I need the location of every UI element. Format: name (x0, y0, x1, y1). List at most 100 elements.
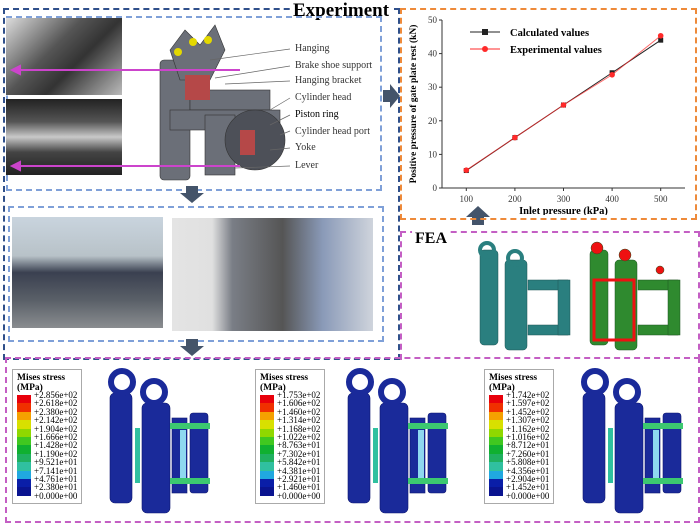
data-point-circle (657, 32, 664, 39)
fea-models (478, 241, 681, 351)
color-scale-band (260, 445, 274, 454)
y-tick-label: 40 (428, 49, 438, 59)
stress-legend: Mises stress (MPa) +1.753e+02 +1.606e+02 +… (255, 369, 326, 505)
legend-value: +1.452e+01 (506, 482, 550, 493)
legend-label: Experimental values (510, 45, 602, 56)
data-point-circle (560, 102, 567, 108)
y-tick-label: 30 (428, 82, 438, 92)
data-point-square (658, 37, 664, 43)
legend-value: +2.921e+01 (277, 474, 321, 485)
color-scale-band (489, 428, 503, 437)
color-scale-band (489, 395, 503, 404)
legend-value: +7.141e+01 (34, 465, 78, 476)
legend-value: +2.380e+02 (34, 406, 78, 417)
legend-label: Calculated values (510, 28, 589, 39)
color-scale-band (260, 470, 274, 479)
legend-unit: (MPa) (260, 383, 286, 393)
legend-value: +1.314e+02 (277, 415, 321, 426)
color-scale-band (17, 436, 31, 446)
legend-value: +4.381e+01 (277, 465, 321, 476)
brake-test-rig-photo (172, 218, 373, 331)
fea-title: FEA (412, 230, 450, 248)
x-axis-label: Inlet pressure (kPa) (519, 206, 608, 215)
stress-contour-model (346, 368, 448, 514)
label-lever: Lever (295, 160, 319, 171)
legend-value: +1.666e+02 (34, 432, 78, 443)
legend-value: +2.904e+01 (506, 474, 550, 485)
color-scale-band (489, 478, 503, 488)
color-scale-band (260, 478, 274, 488)
constraint-model (589, 241, 681, 351)
experiment-panel (3, 8, 400, 360)
label-hanging: Hanging (295, 43, 330, 54)
color-scale-band (489, 411, 503, 421)
legend-title: Mises stress (489, 373, 538, 383)
legend-value: +4.356e+01 (506, 465, 550, 476)
color-scale-band (260, 428, 274, 437)
color-scale-band (489, 453, 503, 463)
legend-value: +2.618e+02 (34, 398, 78, 409)
mesh-model (478, 241, 571, 351)
legend-value: +2.856e+02 (34, 390, 78, 400)
test-bench-photo (12, 217, 163, 328)
legend-value: +2.380e+01 (34, 482, 78, 493)
legend-value: +1.190e+02 (34, 448, 78, 459)
legend-marker (482, 46, 488, 52)
data-point-circle (609, 71, 615, 78)
chart-panel (400, 8, 697, 220)
y-tick-label: 10 (428, 149, 438, 159)
color-scale-band (260, 462, 274, 471)
color-scale-band (260, 453, 274, 463)
legend-value: +1.606e+02 (277, 398, 321, 409)
x-tick-label: 500 (654, 194, 668, 204)
legend-value: +1.307e+02 (506, 415, 550, 426)
arrow-up-icon (466, 206, 490, 225)
stress-legend: Mises stress (MPa) +2.856e+02 +2.618e+02 +… (12, 369, 83, 505)
color-scale-band (17, 453, 31, 463)
label-piston-ring: Piston ring (295, 109, 339, 120)
bracket-photo-2 (6, 99, 122, 175)
bracket-photo-1 (6, 18, 122, 95)
label-cylinder-head: Cylinder head (295, 92, 352, 103)
color-scale (17, 395, 31, 500)
brake-unit-cad-diagram (9, 24, 291, 181)
color-scale-band (489, 436, 503, 446)
legend-title: Mises stress (17, 373, 66, 383)
stress-contour-model (581, 368, 683, 514)
legend-value: +7.260e+01 (506, 448, 550, 459)
color-scale-band (260, 395, 274, 404)
color-scale-band (489, 445, 503, 454)
legend-value: +2.142e+02 (34, 415, 78, 426)
color-scale-band (17, 420, 31, 429)
legend-value: +0.000e+00 (277, 490, 321, 501)
color-scale-band (489, 462, 503, 471)
label-yoke: Yoke (295, 142, 316, 153)
fea-panel (400, 231, 700, 360)
legend-value: +1.597e+02 (506, 398, 550, 409)
y-axis-label: Positive pressure of gate plate rest (kN… (408, 25, 419, 184)
legend-value: +9.521e+01 (34, 457, 78, 468)
legend-value: +8.763e+01 (277, 440, 321, 451)
legend-value: +1.016e+02 (506, 432, 550, 443)
color-scale (260, 395, 274, 500)
label-brake-shoe-support: Brake shoe support (295, 60, 373, 71)
fea-results-panel (5, 357, 700, 523)
legend-unit: (MPa) (489, 383, 515, 393)
label-cylinder-head-port: Cylinder head port (295, 126, 370, 137)
color-scale-band (260, 403, 274, 412)
color-scale-band (489, 470, 503, 479)
legend-value: +0.000e+00 (506, 490, 550, 501)
color-scale-band (17, 478, 31, 488)
legend-value: +1.452e+02 (506, 406, 550, 417)
legend-value: +7.302e+01 (277, 448, 321, 459)
arrow-right-icon (383, 84, 400, 108)
color-scale-band (489, 487, 503, 496)
color-scale-band (260, 411, 274, 421)
legend-value: +0.000e+00 (34, 490, 78, 501)
arrow-down-icon (180, 186, 204, 203)
x-tick-label: 200 (508, 194, 522, 204)
x-tick-label: 300 (557, 194, 571, 204)
legend-value: +1.460e+02 (277, 406, 321, 417)
legend-value: +5.808e+01 (506, 457, 550, 468)
